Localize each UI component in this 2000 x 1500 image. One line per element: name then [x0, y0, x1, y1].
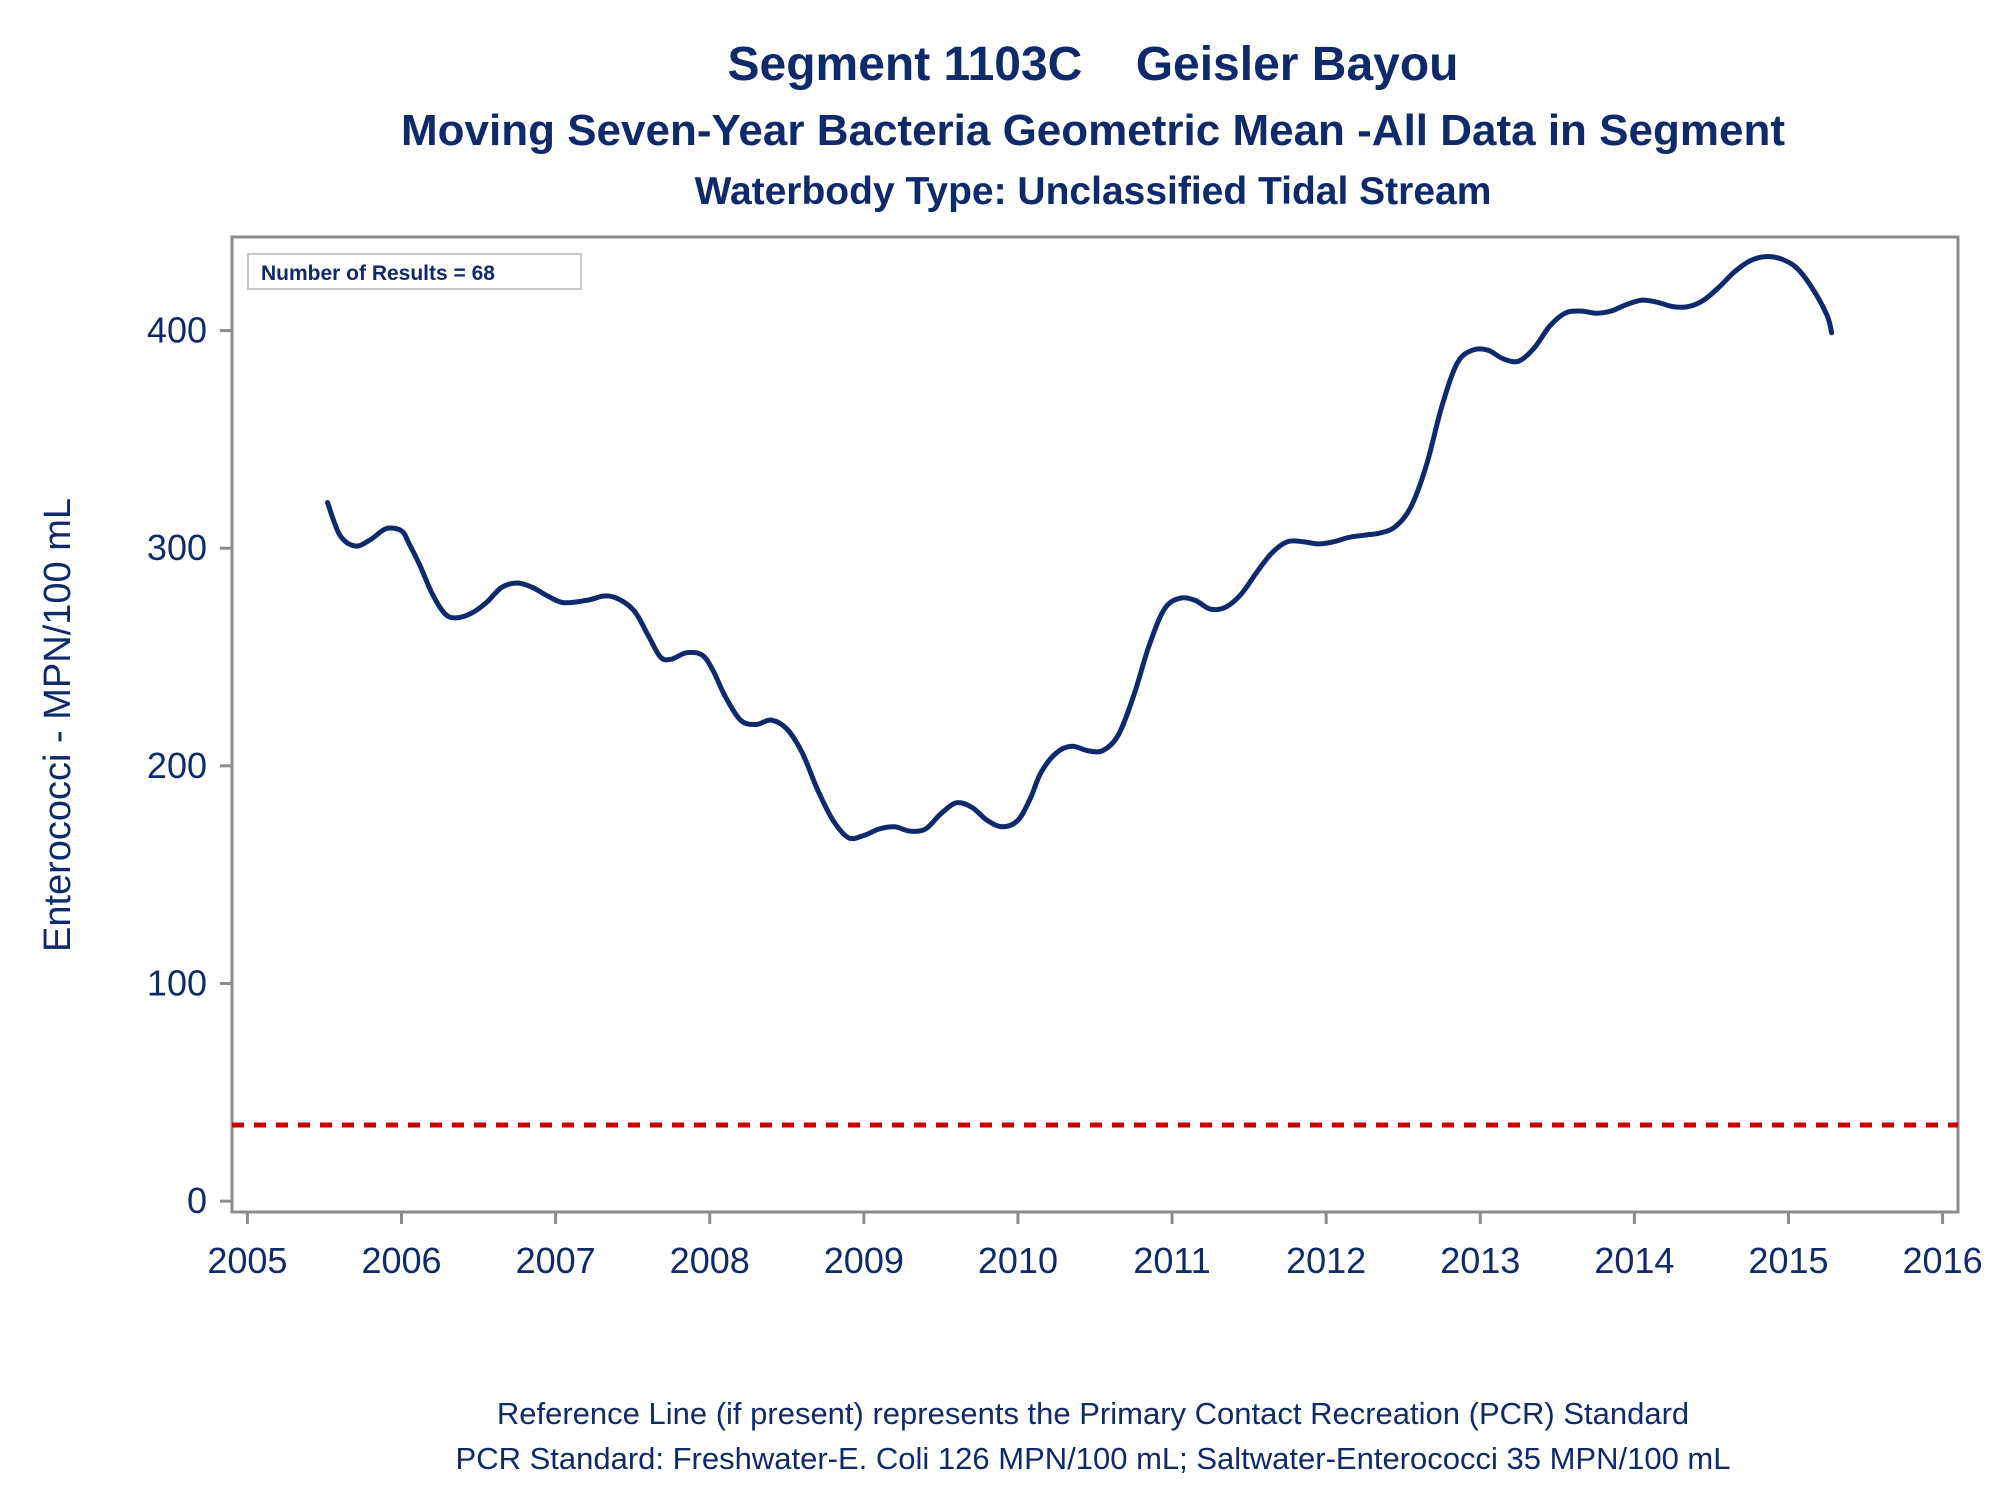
chart-subtitle-waterbody: Waterbody Type: Unclassified Tidal Strea… [695, 170, 1492, 213]
y-axis-label: Enterococci - MPN/100 mL [37, 498, 79, 952]
x-tick-label: 2008 [670, 1240, 750, 1281]
y-tick-label: 0 [187, 1180, 207, 1221]
x-tick-label: 2011 [1133, 1240, 1210, 1281]
results-count-box [247, 253, 582, 290]
x-tick-label: 2014 [1594, 1240, 1674, 1281]
plot-area-frame [230, 235, 1960, 1214]
y-tick-label: 300 [147, 527, 207, 568]
x-tick-label: 2005 [207, 1240, 287, 1281]
results-count-label: Number of Results = 68 [261, 262, 495, 285]
y-tick-label: 400 [147, 310, 207, 351]
x-tick-label: 2013 [1440, 1240, 1520, 1281]
x-tick-label: 2009 [824, 1240, 904, 1281]
x-tick-label: 2010 [978, 1240, 1058, 1281]
chart-subtitle: Moving Seven-Year Bacteria Geometric Mea… [401, 106, 1785, 155]
x-tick-label: 2006 [361, 1240, 441, 1281]
y-tick-label: 200 [147, 745, 207, 786]
footnote-pcr-standard: PCR Standard: Freshwater-E. Coli 126 MPN… [456, 1441, 1731, 1476]
series-line-geometric-mean [325, 254, 1835, 842]
x-tick-label: 2007 [516, 1240, 596, 1281]
y-axis: 0 100 200 300 400 [147, 310, 232, 1221]
x-tick-label: 2016 [1903, 1240, 1983, 1281]
x-axis: 2005 2006 2007 2008 2009 2010 2011 2012 2013 2014… [207, 1212, 1983, 1281]
footnote-reference-line: Reference Line (if present) represents t… [497, 1396, 1689, 1431]
x-tick-label: 2015 [1748, 1240, 1828, 1281]
chart-title: Segment 1103C Geisler Bayou [728, 38, 1459, 91]
x-tick-label: 2012 [1286, 1240, 1366, 1281]
y-tick-label: 100 [147, 962, 207, 1003]
